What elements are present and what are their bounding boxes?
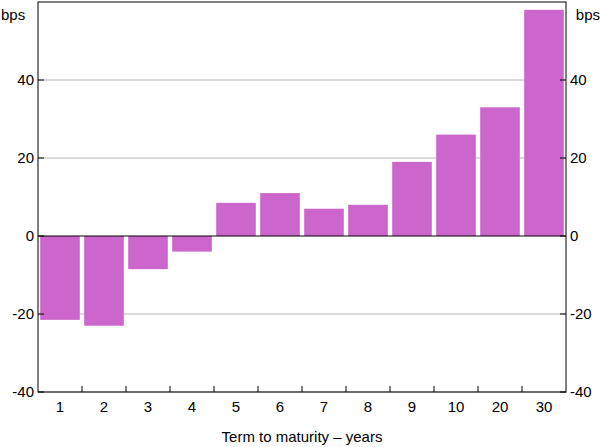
y-tick [38,158,44,159]
bar [128,236,168,269]
x-tick [522,386,523,392]
y-tick [38,314,44,315]
y-tick-label: 20 [17,149,34,166]
x-tick-label: 1 [56,398,64,415]
x-axis-label: Term to maturity – years [222,428,383,445]
bar [348,205,388,236]
bar [304,209,344,236]
y-tick-label: 0 [570,227,578,244]
bar [392,162,432,236]
y-tick-label: -40 [12,383,34,400]
y-axis-label: bps [576,6,600,23]
x-tick [390,386,391,392]
bar [480,107,520,236]
x-tick-label: 4 [188,398,196,415]
y-tick-label: 20 [570,149,587,166]
x-tick-label: 30 [536,398,553,415]
y-tick-label: 0 [26,227,34,244]
bar [436,135,476,236]
x-tick [302,386,303,392]
chart-container: -40 -40 -20 -20 0 0 20 20 40 40 bps bps 1 2 3 4 5 6 7 8 9 10 2… [0,0,601,447]
x-tick [346,386,347,392]
plot-frame [38,2,566,392]
x-tick [478,386,479,392]
y-tick-label: 40 [17,71,34,88]
x-tick [258,386,259,392]
y-tick [38,80,44,81]
y-axis-label: bps [1,6,25,23]
grid-line [38,80,566,81]
bar [216,203,256,236]
zero-line [38,236,566,237]
y-tick-label: -20 [12,305,34,322]
x-tick [126,386,127,392]
bar [172,236,212,252]
bar [84,236,124,326]
y-tick [560,392,566,393]
bar [260,193,300,236]
x-tick-label: 8 [364,398,372,415]
y-tick [560,158,566,159]
chart-svg: -40 -40 -20 -20 0 0 20 20 40 40 bps bps 1 2 3 4 5 6 7 8 9 10 2… [0,0,601,447]
x-tick [434,386,435,392]
y-tick [38,236,44,237]
y-tick [560,314,566,315]
x-tick-label: 9 [408,398,416,415]
x-tick-label: 20 [492,398,509,415]
y-tick [560,80,566,81]
y-tick-label: -40 [570,383,592,400]
y-tick [560,236,566,237]
x-tick-label: 2 [100,398,108,415]
x-tick [170,386,171,392]
x-tick-label: 7 [320,398,328,415]
y-tick [38,392,44,393]
x-tick-label: 10 [448,398,465,415]
y-tick-label: -20 [570,305,592,322]
x-tick-label: 6 [276,398,284,415]
x-tick [214,386,215,392]
y-tick-label: 40 [570,71,587,88]
bars [40,10,564,326]
bar [524,10,564,236]
x-tick-label: 3 [144,398,152,415]
x-tick-label: 5 [232,398,240,415]
bar [40,236,80,320]
x-tick [82,386,83,392]
